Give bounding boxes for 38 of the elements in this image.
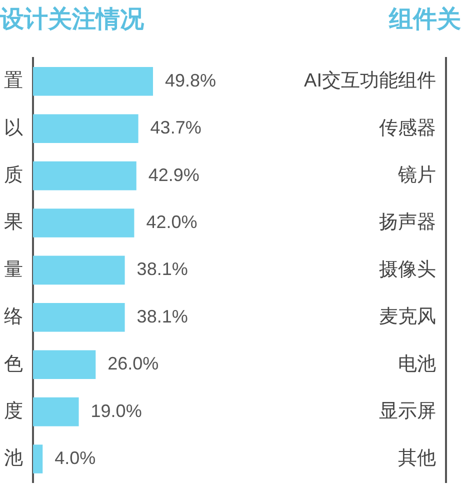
category-label: 电池	[398, 354, 436, 375]
y-tick-label: 量	[4, 259, 23, 280]
bar	[33, 444, 43, 474]
data-label: 43.7%	[150, 118, 202, 138]
bar	[33, 67, 153, 96]
data-label: 49.8%	[165, 70, 216, 90]
bar	[33, 161, 136, 190]
bar	[33, 256, 125, 285]
category-label: 扬声器	[379, 212, 436, 234]
bar	[33, 303, 125, 332]
category-label: 摄像头	[379, 259, 436, 280]
data-label: 26.0%	[108, 354, 159, 374]
data-label: 38.1%	[136, 306, 188, 326]
category-label: 显示屏	[379, 401, 436, 422]
y-tick-label: 色	[4, 354, 23, 375]
bar	[33, 208, 134, 238]
bar	[33, 350, 96, 379]
data-label: 42.0%	[146, 212, 198, 232]
category-label: 传感器	[379, 118, 436, 139]
data-label: 19.0%	[90, 400, 142, 421]
bar	[33, 397, 79, 426]
chart-title: 设计关注情况	[0, 6, 145, 34]
category-label: AI交互功能组件	[304, 70, 436, 92]
y-tick-label: 池	[4, 448, 23, 470]
category-label: 镜片	[397, 165, 436, 186]
bar	[33, 114, 138, 143]
y-tick-label: 络	[4, 306, 23, 328]
category-label: 其他	[398, 448, 436, 470]
data-label: 38.1%	[136, 259, 188, 280]
text: 组件关	[388, 6, 461, 34]
category-label: 麦克风	[379, 306, 436, 328]
y-tick-label: 置	[4, 70, 23, 92]
y-tick-label: 以	[4, 118, 23, 139]
data-label: 4.0%	[54, 448, 96, 468]
y-tick-label: 度	[4, 400, 23, 422]
y-tick-label: 果	[4, 212, 23, 234]
data-label: 42.9%	[148, 164, 200, 185]
y-tick-label: 质	[4, 165, 23, 186]
